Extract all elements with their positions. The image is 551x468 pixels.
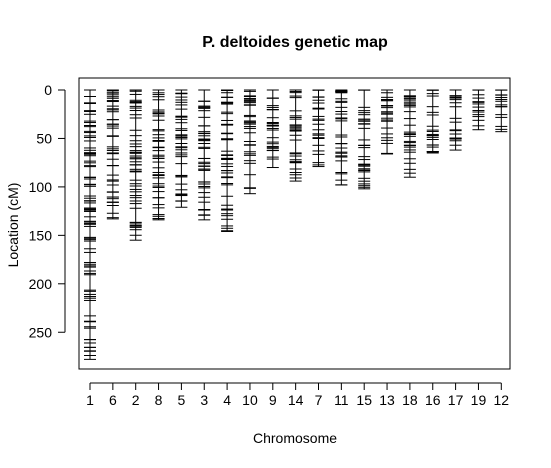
chromosome-11	[335, 89, 348, 186]
x-tick-label-5: 5	[178, 392, 186, 408]
chromosome-1	[84, 89, 96, 360]
x-tick-label-17: 17	[448, 392, 464, 408]
chromosome-13	[381, 89, 394, 155]
x-axis-label: Chromosome	[253, 430, 337, 446]
chromosome-19	[472, 89, 485, 131]
x-tick-label-3: 3	[200, 392, 208, 408]
chromosome-3	[198, 89, 211, 221]
y-tick-label-200: 200	[29, 276, 53, 292]
y-tick-label-150: 150	[29, 227, 53, 243]
x-tick-label-13: 13	[379, 392, 395, 408]
y-tick-label-250: 250	[29, 324, 53, 340]
x-tick-label-18: 18	[402, 392, 418, 408]
chromosome-18	[403, 89, 416, 178]
x-tick-label-11: 11	[334, 392, 349, 408]
chromosome-8	[152, 89, 165, 221]
chromosome-14	[289, 89, 302, 182]
x-tick-label-4: 4	[223, 392, 231, 408]
x-axis: 1 6 2 8 5 3 4 10 9 14 7 11 15 13 18 16 17 19 12	[86, 382, 510, 408]
y-tick-label-50: 50	[36, 130, 52, 146]
x-tick-label-10: 10	[242, 392, 258, 408]
chart-title: P. deltoides genetic map	[202, 34, 388, 51]
chromosome-16	[426, 89, 439, 154]
y-axis-label: Location (cM)	[5, 183, 21, 268]
chromosome-10	[243, 89, 256, 195]
x-tick-label-15: 15	[356, 392, 372, 408]
x-tick-label-9: 9	[269, 392, 277, 408]
chromosome-2	[129, 89, 142, 241]
chromosome-17	[449, 89, 462, 151]
chromosome-group	[84, 89, 508, 360]
x-tick-label-2: 2	[132, 392, 140, 408]
chromosome-5	[175, 89, 188, 208]
x-tick-label-7: 7	[315, 392, 323, 408]
chromosome-4	[221, 89, 234, 232]
x-tick-label-19: 19	[471, 392, 487, 408]
chromosome-6	[106, 89, 119, 220]
x-tick-label-8: 8	[155, 392, 163, 408]
chromosome-9	[266, 89, 279, 169]
chromosome-7	[312, 89, 325, 168]
plot-frame	[78, 77, 511, 370]
y-tick-label-0: 0	[44, 82, 52, 98]
chromosome-12	[495, 89, 508, 133]
y-axis: 0 50 100 150 200 250	[29, 82, 66, 340]
y-tick-label-100: 100	[29, 179, 53, 195]
chromosome-15	[358, 89, 371, 190]
x-tick-label-6: 6	[109, 392, 117, 408]
x-tick-label-12: 12	[494, 392, 510, 408]
x-tick-label-16: 16	[425, 392, 441, 408]
x-tick-label-1: 1	[86, 392, 94, 408]
x-tick-label-14: 14	[288, 392, 304, 408]
